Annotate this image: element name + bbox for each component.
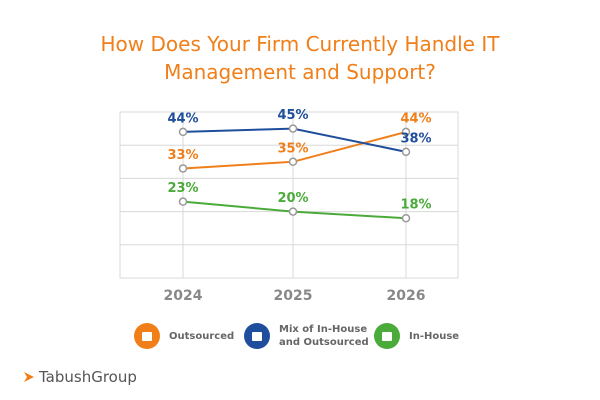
data-point xyxy=(178,197,188,206)
logo-icon xyxy=(24,372,34,382)
data-label: 38% xyxy=(400,131,431,146)
legend-item: Outsourced xyxy=(133,322,269,350)
legend-icon xyxy=(134,323,160,349)
legend-glyph xyxy=(252,332,262,341)
legend-glyph xyxy=(382,332,392,341)
data-point xyxy=(178,127,188,137)
data-point xyxy=(288,157,298,167)
logo-text: TabushGroup xyxy=(39,368,137,386)
legend-item: Mix of In-House and Outsourced xyxy=(243,322,379,350)
x-tick-label: 2025 xyxy=(274,288,313,304)
data-point xyxy=(288,207,298,216)
data-label: 45% xyxy=(277,108,308,123)
data-label: 35% xyxy=(277,141,308,156)
x-tick-label: 2026 xyxy=(387,288,426,304)
legend-glyph xyxy=(142,332,152,341)
data-point xyxy=(178,164,188,173)
data-label: 44% xyxy=(167,111,198,126)
chart-title: How Does Your Firm Currently Handle IT M… xyxy=(100,32,500,84)
data-label: 20% xyxy=(277,191,308,206)
data-point xyxy=(401,213,411,223)
x-tick-label: 2024 xyxy=(164,288,203,304)
data-label: 18% xyxy=(400,198,431,213)
legend-icon xyxy=(244,323,270,349)
legend-label: Mix of In-House and Outsourced xyxy=(279,324,369,348)
data-label: 33% xyxy=(167,148,198,163)
logo: TabushGroup xyxy=(22,368,137,386)
data-point xyxy=(288,124,298,133)
data-point xyxy=(401,147,411,157)
legend-icon xyxy=(374,323,400,349)
data-label: 23% xyxy=(167,181,198,196)
data-point xyxy=(401,127,411,137)
legend-label: Outsourced xyxy=(169,330,235,342)
legend-item: In-House xyxy=(373,322,509,350)
legend-label: In-House xyxy=(409,330,460,342)
data-label: 44% xyxy=(400,111,431,126)
